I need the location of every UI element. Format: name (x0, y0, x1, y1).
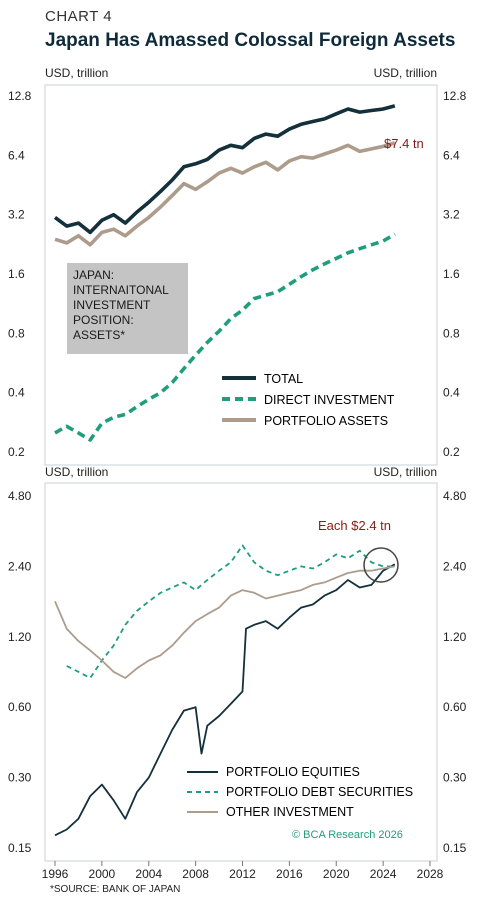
bottom-ytick-right: 1.20 (443, 630, 467, 644)
x-tick-label: 2000 (89, 867, 116, 881)
top-ytick-left: 3.2 (8, 208, 25, 222)
x-tick-label: 1996 (42, 867, 69, 881)
top-annotation: $7.4 tn (384, 136, 424, 151)
legend-label-debt: PORTFOLIO DEBT SECURITIES (226, 785, 413, 799)
top-ytick-left: 1.6 (8, 267, 25, 281)
x-tick-label: 2012 (229, 867, 256, 881)
legend-label-total: TOTAL (264, 372, 303, 386)
top-ytick-right: 3.2 (443, 208, 460, 222)
bottom-ytick-right: 0.60 (443, 700, 467, 714)
top-box-label-bg (67, 263, 188, 354)
top-ytick-right: 0.2 (443, 445, 460, 459)
bottom-ytick-left: 4.80 (8, 489, 32, 503)
top-ytick-right: 0.8 (443, 326, 460, 340)
legend-label-equities: PORTFOLIO EQUITIES (226, 765, 360, 779)
x-tick-label: 2008 (182, 867, 209, 881)
bottom-legend: PORTFOLIO EQUITIES PORTFOLIO DEBT SECURI… (187, 765, 413, 819)
bottom-ytick-right: 4.80 (443, 489, 467, 503)
bottom-ytick-left: 0.15 (8, 841, 32, 855)
top-ytick-left: 6.4 (8, 148, 25, 162)
x-tick-label: 2004 (135, 867, 162, 881)
x-tick-label: 2020 (323, 867, 350, 881)
x-tick-label: 2024 (370, 867, 397, 881)
bottom-plot-frame (44, 482, 438, 862)
top-ytick-left: 12.8 (8, 89, 32, 103)
top-ytick-right: 1.6 (443, 267, 460, 281)
legend-label-direct: DIRECT INVESTMENT (264, 393, 395, 407)
top-plot-frame (44, 84, 438, 466)
source-note: *SOURCE: BANK OF JAPAN (50, 884, 181, 895)
bottom-ytick-left: 0.60 (8, 700, 32, 714)
bottom-unit-left: USD, trillion (45, 465, 108, 479)
top-ytick-left: 0.4 (8, 386, 25, 400)
legend-label-other: OTHER INVESTMENT (226, 805, 354, 819)
series-portfolio-equities (54, 563, 396, 837)
top-box-label: JAPAN: INTERNAITONAL INVESTMENT POSITION: AS… (73, 268, 169, 342)
series-portfolio-assets (54, 141, 396, 247)
chart-title: Japan Has Amassed Colossal Foreign Asset… (45, 30, 456, 51)
top-unit-left: USD, trillion (45, 66, 108, 80)
bottom-ytick-left: 0.30 (8, 771, 32, 785)
bottom-ytick-right: 0.30 (443, 771, 467, 785)
bottom-ytick-left: 2.40 (8, 559, 32, 573)
bottom-unit-right: USD, trillion (374, 465, 437, 479)
bottom-highlight-circle (363, 547, 399, 583)
series-total (53, 104, 396, 235)
top-ytick-right: 6.4 (443, 148, 460, 162)
top-ytick-right: 0.4 (443, 386, 460, 400)
copyright: © BCA Research 2026 (292, 829, 403, 841)
bottom-annotation: Each $2.4 tn (318, 518, 391, 533)
top-legend: TOTAL DIRECT INVESTMENT PORTFOLIO ASSETS (222, 372, 395, 428)
top-ytick-left: 0.2 (8, 445, 25, 459)
bottom-ytick-left: 1.20 (8, 630, 32, 644)
x-tick-label: 2016 (276, 867, 303, 881)
x-tick-label: 2028 (417, 867, 444, 881)
chart-number: CHART 4 (45, 8, 113, 25)
bottom-ytick-right: 0.15 (443, 841, 467, 855)
bottom-ytick-right: 2.40 (443, 559, 467, 573)
series-direct-investment (54, 232, 396, 442)
top-ytick-right: 12.8 (443, 89, 467, 103)
legend-label-portfolio-assets: PORTFOLIO ASSETS (264, 414, 388, 428)
top-unit-right: USD, trillion (374, 66, 437, 80)
series-portfolio-debt-securities (66, 544, 395, 679)
top-ytick-left: 0.8 (8, 326, 25, 340)
series-other-investment (54, 565, 395, 679)
